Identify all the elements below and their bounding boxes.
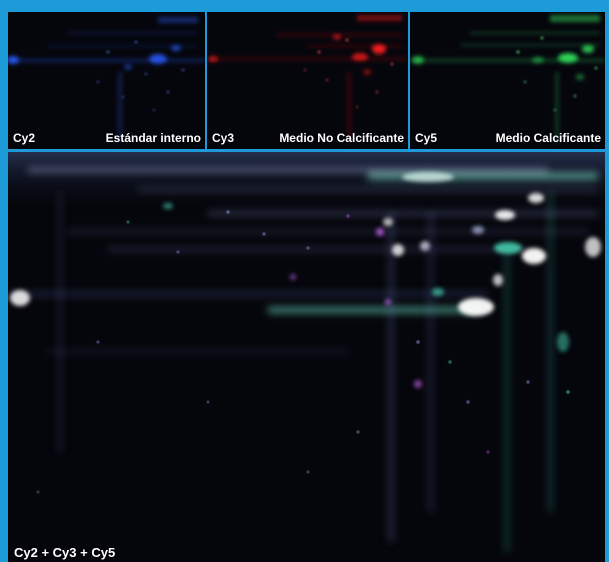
cy2-channel-label: Cy2: [13, 131, 36, 145]
cy5-panel: Cy5 Medio Calcificante: [410, 12, 605, 149]
cy5-gel-image: [410, 15, 605, 142]
cy2-panel: Cy2 Estándar interno: [8, 12, 205, 149]
cy3-description-label: Medio No Calcificante: [279, 131, 404, 145]
cy2-gel-image: [8, 17, 205, 142]
merge-gel-image: [8, 152, 605, 552]
cy5-channel-label: Cy5: [415, 131, 438, 145]
merge-label: Cy2 + Cy3 + Cy5: [14, 545, 116, 560]
cy2-description-label: Estándar interno: [105, 131, 201, 145]
cy3-gel-image: [207, 15, 408, 142]
cy3-channel-label: Cy3: [212, 131, 235, 145]
cy5-description-label: Medio Calcificante: [495, 131, 601, 145]
cy3-panel: Cy3 Medio No Calcificante: [207, 12, 408, 149]
merge-panel: Cy2 + Cy3 + Cy5: [8, 152, 605, 562]
